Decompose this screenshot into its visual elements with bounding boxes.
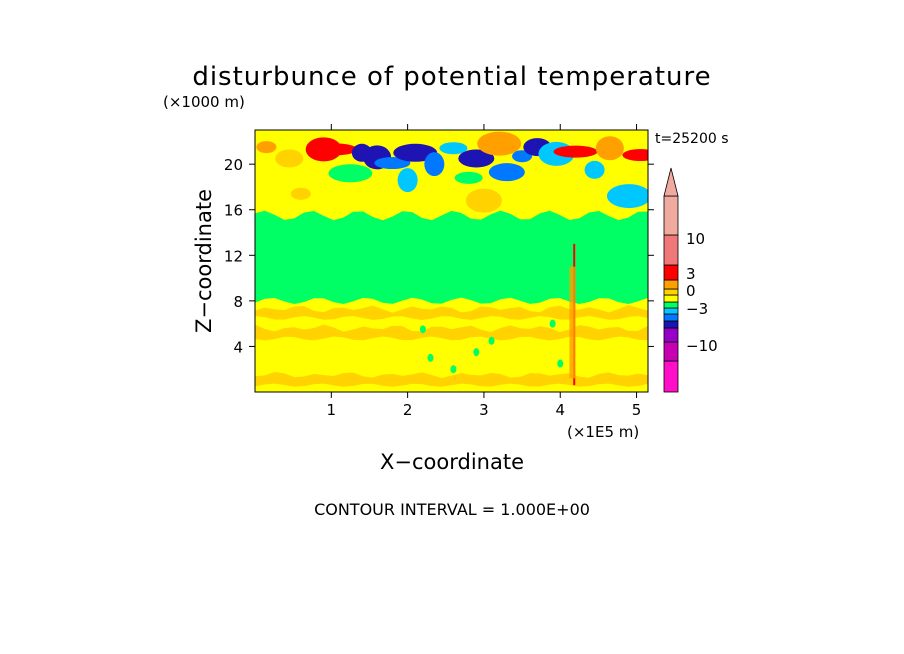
contour-cell bbox=[313, 143, 358, 156]
colorbar-tick-label: 3 bbox=[686, 265, 696, 283]
contour-cell bbox=[606, 184, 648, 209]
x-tick-label: 4 bbox=[555, 401, 565, 419]
contour-cell bbox=[549, 319, 556, 328]
colorbar-tick-label: 0 bbox=[686, 282, 696, 300]
contour-cell bbox=[488, 336, 495, 345]
contour-cell bbox=[534, 290, 541, 299]
contour-cell bbox=[419, 325, 426, 334]
x-tick-label: 5 bbox=[632, 401, 642, 419]
contour-cell bbox=[427, 353, 434, 362]
colorbar-segment bbox=[663, 288, 679, 296]
plume-halo bbox=[569, 266, 576, 379]
x-unit-label: (×1E5 m) bbox=[567, 423, 639, 441]
colorbar-segment bbox=[663, 313, 679, 322]
y-tick-label: 4 bbox=[233, 338, 243, 356]
y-axis-label: Z−coordinate bbox=[192, 189, 216, 333]
contour-cell bbox=[488, 163, 525, 182]
colorbar-segment bbox=[663, 294, 679, 303]
contour-cell bbox=[397, 168, 418, 193]
colorbar-segment bbox=[663, 320, 679, 329]
contour-cell bbox=[363, 189, 392, 208]
contour-cell bbox=[584, 160, 605, 179]
y-tick-label: 16 bbox=[224, 202, 243, 220]
contour-band bbox=[255, 372, 648, 387]
contour-cell bbox=[553, 145, 598, 158]
contour-cell bbox=[622, 149, 648, 162]
colorbar-tick-label: −10 bbox=[686, 337, 718, 355]
colorbar-tick-label: 10 bbox=[686, 230, 705, 248]
contour-cell bbox=[465, 188, 502, 213]
colorbar-segment bbox=[663, 307, 679, 315]
contour-cell bbox=[458, 149, 495, 168]
contour-field bbox=[255, 130, 648, 387]
contour-cell bbox=[439, 142, 468, 155]
y-tick-label: 20 bbox=[224, 156, 243, 174]
contour-cell bbox=[454, 171, 483, 184]
contour-band bbox=[255, 324, 648, 341]
colorbar-segment bbox=[663, 327, 679, 343]
plot-frame bbox=[254, 129, 649, 393]
contour-cell bbox=[477, 131, 522, 156]
colorbar-segment bbox=[663, 341, 679, 362]
x-tick-label: 1 bbox=[327, 401, 337, 419]
contour-cell bbox=[557, 359, 564, 368]
colorbar-segment bbox=[663, 279, 679, 290]
x-axis-label: X−coordinate bbox=[380, 450, 524, 474]
chart-title: disturbunce of potential temperature bbox=[192, 62, 711, 92]
time-label: t=25200 s bbox=[655, 131, 729, 147]
contour-cell bbox=[275, 149, 304, 168]
contour-cell bbox=[328, 164, 373, 183]
contour-cell bbox=[580, 294, 587, 303]
contour-cell bbox=[450, 365, 457, 374]
y-tick-label: 12 bbox=[224, 247, 243, 265]
colorbar: 10 30−3 −10 bbox=[663, 167, 718, 393]
colorbar-segment bbox=[663, 234, 679, 266]
colorbar-tick-label: −3 bbox=[686, 300, 708, 318]
contour-cell bbox=[545, 180, 590, 193]
contour-interval-note: CONTOUR INTERVAL = 1.000E+00 bbox=[314, 500, 590, 519]
colorbar-segment bbox=[663, 195, 679, 236]
contour-cell bbox=[595, 136, 624, 161]
contour-cell bbox=[374, 157, 411, 170]
contour-cell bbox=[473, 348, 480, 357]
contour-band bbox=[255, 186, 648, 305]
colorbar-segment bbox=[663, 360, 679, 393]
plot-area bbox=[255, 130, 648, 392]
y-axis: 4 8 12 16 20 bbox=[224, 156, 654, 356]
x-tick-label: 3 bbox=[479, 401, 489, 419]
y-unit-label: (×1000 m) bbox=[163, 93, 245, 111]
x-axis: 1 2 3 4 5 bbox=[327, 124, 642, 419]
colorbar-segment bbox=[663, 264, 679, 281]
contour-cell bbox=[256, 141, 277, 154]
contour-band bbox=[255, 305, 648, 320]
y-tick-label: 8 bbox=[233, 293, 243, 311]
x-tick-label: 2 bbox=[403, 401, 413, 419]
contour-cell bbox=[424, 152, 445, 177]
colorbar-extend-arrow bbox=[663, 167, 679, 197]
contour-cell bbox=[290, 187, 311, 200]
colorbar-segment bbox=[663, 301, 679, 309]
